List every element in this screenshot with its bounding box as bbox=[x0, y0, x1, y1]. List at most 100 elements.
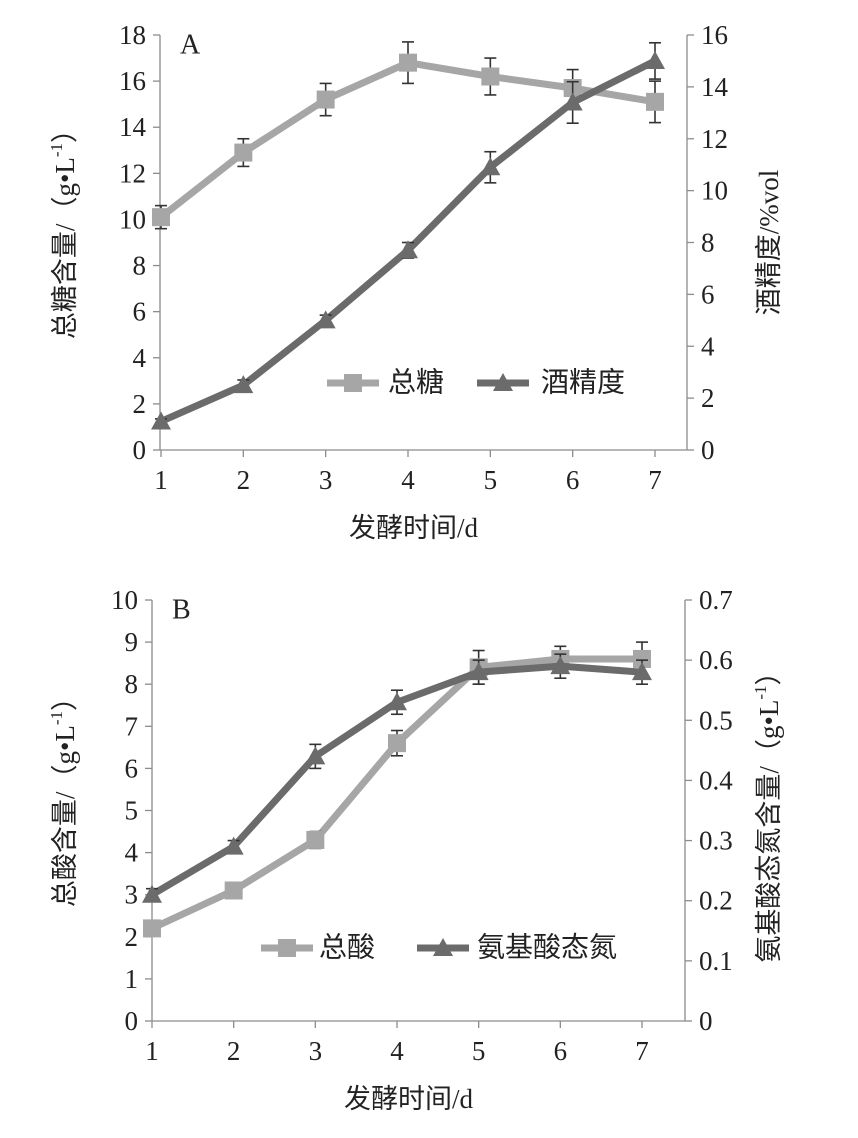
y-right-tick-label: 4 bbox=[701, 331, 715, 361]
series-1 bbox=[152, 41, 664, 230]
y-left-tick-label: 6 bbox=[133, 297, 147, 327]
x-tick-label: 3 bbox=[309, 1036, 323, 1066]
x-tick-label: 1 bbox=[145, 1036, 159, 1066]
y-right-tick-label: 0.1 bbox=[699, 946, 733, 976]
data-point bbox=[223, 836, 244, 855]
y-right-tick-label: 0.6 bbox=[699, 645, 733, 675]
data-point bbox=[152, 208, 170, 227]
data-point bbox=[315, 310, 336, 329]
series-2 bbox=[142, 653, 652, 903]
y-left-tick-label: 5 bbox=[125, 796, 139, 826]
y-right-tick-label: 6 bbox=[701, 279, 715, 309]
x-tick-label: 4 bbox=[401, 465, 415, 495]
y-left-tick-label: 4 bbox=[125, 838, 139, 868]
y-left-tick-label: 2 bbox=[125, 922, 139, 952]
y-right-tick-label: 0.5 bbox=[699, 705, 733, 735]
y-left-tick-label: 14 bbox=[119, 112, 147, 142]
data-point bbox=[305, 746, 326, 765]
data-point bbox=[632, 662, 652, 681]
x-tick-label: 3 bbox=[319, 465, 333, 495]
data-point bbox=[224, 881, 243, 900]
y-left-tick-label: 0 bbox=[125, 1006, 139, 1036]
data-point bbox=[306, 830, 325, 849]
legend-label: 总糖 bbox=[388, 367, 444, 399]
data-point bbox=[398, 240, 418, 259]
y-left-tick-label: 8 bbox=[125, 669, 139, 699]
legend: 总酸 氨基酸态氮 bbox=[261, 932, 617, 964]
y-right-axis-title: 氨基酸态氮含量/（g•L-1） bbox=[751, 658, 784, 962]
y-right-tick-label: 14 bbox=[701, 72, 729, 102]
data-point bbox=[646, 92, 664, 111]
x-tick-label: 5 bbox=[484, 465, 498, 495]
legend-label: 酒精度 bbox=[541, 367, 625, 399]
x-axis-title: 发酵时间/d bbox=[344, 1084, 474, 1114]
panel-label: B bbox=[172, 595, 191, 626]
y-left-tick-label: 2 bbox=[133, 389, 147, 419]
data-point bbox=[142, 884, 162, 903]
legend-swatch-square bbox=[278, 939, 296, 957]
y-left-tick-label: 1 bbox=[125, 964, 139, 994]
y-right-axis-title: 酒精度/%vol bbox=[754, 170, 784, 316]
y-left-tick-label: 18 bbox=[119, 20, 146, 50]
y-left-tick-label: 12 bbox=[119, 158, 146, 188]
x-tick-label: 1 bbox=[154, 465, 168, 495]
data-point bbox=[645, 50, 665, 69]
y-right-tick-label: 0.3 bbox=[699, 826, 733, 856]
y-left-tick-label: 4 bbox=[133, 343, 147, 373]
y-left-tick-label: 6 bbox=[125, 753, 139, 783]
legend-swatch-square bbox=[344, 374, 362, 392]
legend-swatch-triangle bbox=[493, 373, 513, 391]
y-right-tick-label: 8 bbox=[701, 228, 715, 258]
data-point bbox=[143, 919, 161, 938]
x-tick-label: 4 bbox=[390, 1036, 404, 1066]
y-left-axis-title: 总酸含量/（g•L-1） bbox=[47, 684, 80, 907]
y-right-tick-label: 0.4 bbox=[699, 765, 733, 795]
y-left-tick-label: 10 bbox=[119, 204, 146, 234]
data-point bbox=[562, 92, 583, 111]
y-left-tick-label: 7 bbox=[125, 711, 139, 741]
y-right-tick-label: 0 bbox=[699, 1006, 713, 1036]
y-right-tick-label: 0 bbox=[701, 435, 715, 465]
data-point bbox=[233, 375, 254, 394]
panel-label: A bbox=[180, 30, 201, 61]
y-right-tick-label: 10 bbox=[701, 176, 728, 206]
x-tick-label: 7 bbox=[635, 1036, 649, 1066]
x-tick-label: 7 bbox=[648, 465, 662, 495]
y-right-tick-label: 12 bbox=[701, 124, 728, 154]
legend-swatch-triangle bbox=[433, 938, 453, 956]
series-2 bbox=[151, 41, 665, 430]
data-point bbox=[234, 143, 253, 162]
data-point bbox=[388, 734, 406, 753]
y-left-tick-label: 10 bbox=[111, 585, 138, 615]
x-tick-label: 2 bbox=[237, 465, 251, 495]
data-point bbox=[480, 157, 501, 176]
series-1 bbox=[143, 641, 651, 938]
y-right-tick-label: 0.2 bbox=[699, 886, 733, 916]
y-left-tick-label: 9 bbox=[125, 627, 139, 657]
legend: 总糖 酒精度 bbox=[327, 367, 625, 399]
x-axis-title: 发酵时间/d bbox=[349, 513, 479, 543]
data-point bbox=[550, 656, 571, 675]
x-tick-label: 6 bbox=[566, 465, 580, 495]
data-point bbox=[316, 90, 335, 109]
data-point bbox=[151, 411, 171, 430]
data-point bbox=[387, 692, 407, 711]
y-right-tick-label: 16 bbox=[701, 20, 728, 50]
y-left-axis-title: 总糖含量/（g•L-1） bbox=[47, 116, 80, 339]
x-tick-label: 5 bbox=[472, 1036, 486, 1066]
legend-label: 氨基酸态氮 bbox=[477, 932, 617, 964]
y-left-tick-label: 8 bbox=[133, 251, 147, 281]
y-right-tick-label: 0.7 bbox=[699, 585, 733, 615]
y-left-tick-label: 0 bbox=[133, 435, 147, 465]
y-right-tick-label: 2 bbox=[701, 383, 715, 413]
data-point bbox=[468, 662, 489, 681]
y-left-tick-label: 3 bbox=[125, 880, 139, 910]
data-point bbox=[633, 649, 651, 668]
x-tick-label: 6 bbox=[554, 1036, 568, 1066]
x-tick-label: 2 bbox=[227, 1036, 241, 1066]
legend-label: 总酸 bbox=[319, 932, 375, 964]
data-point bbox=[399, 53, 417, 72]
